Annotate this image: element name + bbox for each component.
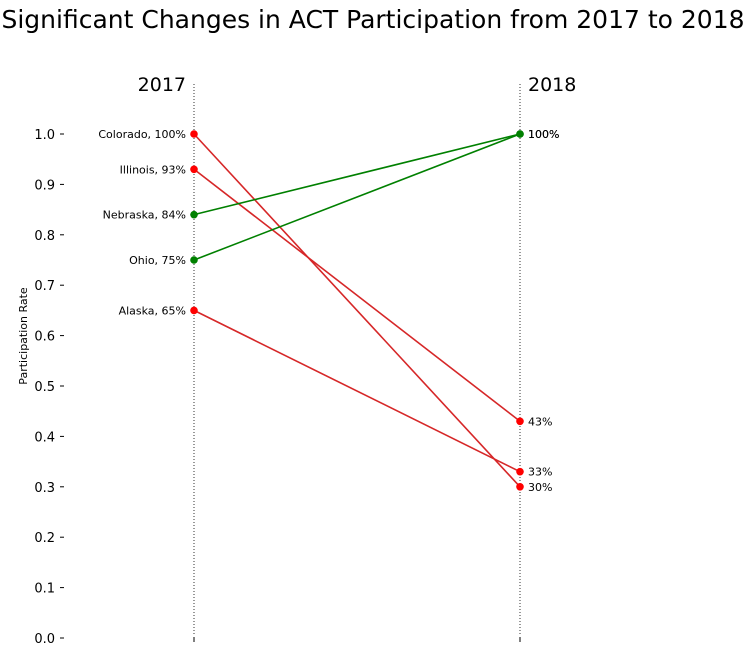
point-2017-illinois: [190, 165, 198, 174]
end-label-illinois: 43%: [528, 415, 552, 428]
end-label-colorado: 30%: [528, 481, 552, 494]
series-line-nebraska: [193, 133, 521, 216]
y-tick-label: 0.6: [34, 330, 55, 345]
y-tick-label: 0.0: [34, 632, 55, 647]
series-lines: [193, 133, 521, 488]
point-2018-alaska: [516, 467, 524, 476]
y-tick-label: 0.7: [34, 279, 55, 294]
y-tick-label: 1.0: [34, 128, 55, 143]
point-2017-alaska: [190, 306, 198, 315]
start-label-illinois: Illinois, 93%: [120, 163, 186, 176]
point-2018-colorado: [516, 483, 524, 491]
start-label-colorado: Colorado, 100%: [98, 128, 186, 141]
y-tick-label: 0.9: [34, 178, 55, 193]
point-labels: Colorado, 100% 30% Illinois, 93% 43% Nebrask…: [98, 128, 559, 494]
axis-layer: 0.0 0.1 0.2 0.3 0.4 0.5 0.6 0.7 0.8 0.9 1.0 2017 201…: [34, 74, 576, 647]
point-2017-colorado: [190, 130, 198, 138]
start-label-alaska: Alaska, 65%: [119, 304, 186, 317]
series-points: [190, 130, 524, 491]
start-label-nebraska: Nebraska, 84%: [103, 209, 186, 222]
start-label-ohio: Ohio, 75%: [129, 254, 186, 267]
series-line-alaska: [193, 309, 521, 473]
y-axis-label: Participation Rate: [17, 287, 30, 385]
y-tick-label: 0.5: [34, 380, 55, 395]
chart-title: Significant Changes in ACT Participation…: [1, 5, 744, 34]
end-label-ohio: 100%: [528, 128, 559, 141]
y-tick-label: 0.3: [34, 481, 55, 496]
point-2017-ohio: [190, 256, 198, 264]
y-tick-label: 0.2: [34, 531, 55, 546]
y-tick-label: 0.8: [34, 229, 55, 244]
end-label-nebraska: 100%: [528, 128, 559, 141]
y-tick-label: 0.1: [34, 582, 55, 597]
y-tick-label: 0.4: [34, 430, 55, 445]
series-line-colorado: [193, 133, 521, 488]
point-2017-nebraska: [190, 210, 198, 219]
point-2018-illinois: [516, 417, 524, 426]
year-label-2017: 2017: [138, 74, 186, 96]
series-line-illinois: [193, 168, 521, 422]
year-label-2018: 2018: [528, 74, 576, 96]
end-label-alaska: 33%: [528, 466, 552, 479]
series-line-ohio: [193, 133, 521, 261]
point-2018-ohio: [516, 130, 524, 138]
